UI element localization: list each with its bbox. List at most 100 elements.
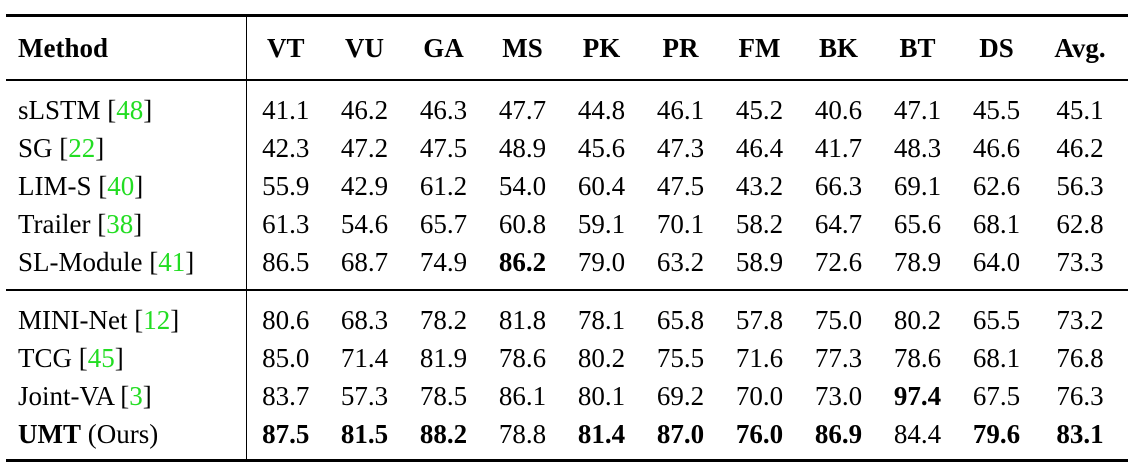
- table-row: SL-Module [41] 86.5 68.7 74.9 86.2 79.0 63.2 58…: [6, 243, 1128, 290]
- header-fm: FM: [738, 32, 781, 63]
- value-cell: 69.1: [893, 170, 942, 201]
- table-row: LIM-S [40] 55.9 42.9 61.2 54.0 60.4 47.5 43.2 66…: [6, 167, 1128, 205]
- citation-link[interactable]: 38: [106, 208, 134, 239]
- citation-link[interactable]: 45: [87, 342, 115, 373]
- table-row: SG [22] 42.3 47.2 47.5 48.9 45.6 47.3 46.4 41.7 4…: [6, 129, 1128, 167]
- method-cell: SL-Module [41]: [6, 243, 247, 290]
- table-group-joint-methods: MINI-Net [12] 80.6 68.3 78.2 81.8 78.1 65.8 57.…: [6, 290, 1128, 461]
- value-cell: 97.4: [893, 380, 942, 411]
- value-cell: 80.2: [893, 304, 942, 335]
- value-cell: 61.2: [419, 170, 468, 201]
- method-name: SL-Module: [18, 246, 143, 277]
- value-cell: 45.6: [577, 132, 626, 163]
- value-cell: 47.5: [419, 132, 468, 163]
- value-cell: 75.5: [656, 342, 705, 373]
- value-cell: 44.8: [577, 94, 626, 125]
- value-cell: 62.6: [972, 170, 1021, 201]
- value-cell: 78.8: [498, 418, 547, 449]
- citation-bracket-close: ]: [185, 246, 195, 277]
- citation-link[interactable]: 12: [143, 304, 171, 335]
- value-cell: 43.2: [735, 170, 784, 201]
- citation-bracket-close: ]: [143, 94, 153, 125]
- value-cell: 46.1: [656, 94, 705, 125]
- citation-link[interactable]: 41: [158, 246, 186, 277]
- method-cell: LIM-S [40]: [6, 167, 247, 205]
- value-cell: 75.0: [814, 304, 863, 335]
- value-cell: 56.3: [1056, 170, 1104, 201]
- value-cell: 78.9: [893, 246, 942, 277]
- value-cell: 58.9: [735, 246, 784, 277]
- value-cell: 62.8: [1056, 208, 1104, 239]
- table-row: MINI-Net [12] 80.6 68.3 78.2 81.8 78.1 65.8 57.…: [6, 290, 1128, 339]
- value-cell: 81.4: [577, 418, 626, 449]
- value-cell: 66.3: [814, 170, 863, 201]
- value-cell: 63.2: [656, 246, 705, 277]
- value-cell: 59.1: [577, 208, 626, 239]
- value-cell: 60.8: [498, 208, 547, 239]
- value-cell: 41.7: [814, 132, 863, 163]
- citation-link[interactable]: 40: [107, 170, 135, 201]
- header-bk: BK: [818, 32, 858, 63]
- value-cell: 65.6: [893, 208, 942, 239]
- value-cell: 80.6: [262, 304, 310, 335]
- citation-bracket-open: [: [100, 94, 117, 125]
- value-cell: 45.5: [972, 94, 1021, 125]
- method-name: sLSTM: [18, 94, 101, 125]
- citation-bracket-close: ]: [114, 342, 124, 373]
- method-cell: Joint-VA [3]: [6, 377, 247, 415]
- method-name: Joint-VA: [18, 380, 114, 411]
- value-cell: 46.4: [735, 132, 784, 163]
- value-cell: 78.1: [577, 304, 626, 335]
- header-row: Method VT VU GA MS PK PR FM BK BT DS Avg…: [6, 15, 1128, 80]
- method-name: LIM-S: [18, 170, 92, 201]
- value-cell: 86.9: [814, 418, 863, 449]
- table-group-baselines: sLSTM [48] 41.1 46.2 46.3 47.7 44.8 46.1 45.2 40…: [6, 80, 1128, 290]
- value-cell: 83.7: [262, 380, 310, 411]
- value-cell: 79.6: [972, 418, 1021, 449]
- value-cell: 47.3: [656, 132, 705, 163]
- value-cell: 67.5: [972, 380, 1021, 411]
- value-cell: 77.3: [814, 342, 863, 373]
- value-cell: 65.8: [656, 304, 705, 335]
- value-cell: 71.4: [340, 342, 389, 373]
- value-cell: 71.6: [735, 342, 784, 373]
- value-cell: 48.3: [893, 132, 942, 163]
- table-row: Joint-VA [3] 83.7 57.3 78.5 86.1 80.1 69.2 70.0…: [6, 377, 1128, 415]
- header-bt: BT: [899, 32, 936, 63]
- value-cell: 80.1: [577, 380, 626, 411]
- citation-bracket-close: ]: [95, 132, 105, 163]
- value-cell: 54.6: [340, 208, 389, 239]
- value-cell: 68.1: [972, 342, 1021, 373]
- header-ga: GA: [423, 32, 464, 63]
- method-name: SG: [18, 132, 53, 163]
- header-pk: PK: [582, 32, 621, 63]
- citation-bracket-close: ]: [134, 170, 144, 201]
- method-name: TCG: [18, 342, 72, 373]
- citation-link[interactable]: 48: [116, 94, 144, 125]
- citation-bracket-open: [: [72, 342, 88, 373]
- value-cell: 78.6: [893, 342, 942, 373]
- citation-bracket-open: [: [90, 208, 107, 239]
- citation-bracket-open: [: [127, 304, 144, 335]
- value-cell: 86.2: [498, 246, 547, 277]
- citation-bracket-close: ]: [142, 380, 152, 411]
- citation-bracket-open: [: [113, 380, 130, 411]
- value-cell: 83.1: [1056, 418, 1104, 449]
- value-cell: 68.3: [340, 304, 389, 335]
- method-name: Trailer: [18, 208, 91, 239]
- value-cell: 87.0: [656, 418, 705, 449]
- value-cell: 70.0: [735, 380, 784, 411]
- citation-link[interactable]: 22: [68, 132, 96, 163]
- value-cell: 76.3: [1056, 380, 1104, 411]
- value-cell: 86.5: [262, 246, 310, 277]
- value-cell: 73.2: [1056, 304, 1104, 335]
- value-cell: 40.6: [814, 94, 863, 125]
- value-cell: 64.7: [814, 208, 863, 239]
- method-cell: SG [22]: [6, 129, 247, 167]
- citation-bracket-open: [: [142, 246, 159, 277]
- results-table: Method VT VU GA MS PK PR FM BK BT DS Avg…: [6, 14, 1128, 462]
- value-cell: 68.1: [972, 208, 1021, 239]
- citation-bracket-open: [: [52, 132, 69, 163]
- value-cell: 47.1: [893, 94, 942, 125]
- citation-link[interactable]: 3: [129, 380, 143, 411]
